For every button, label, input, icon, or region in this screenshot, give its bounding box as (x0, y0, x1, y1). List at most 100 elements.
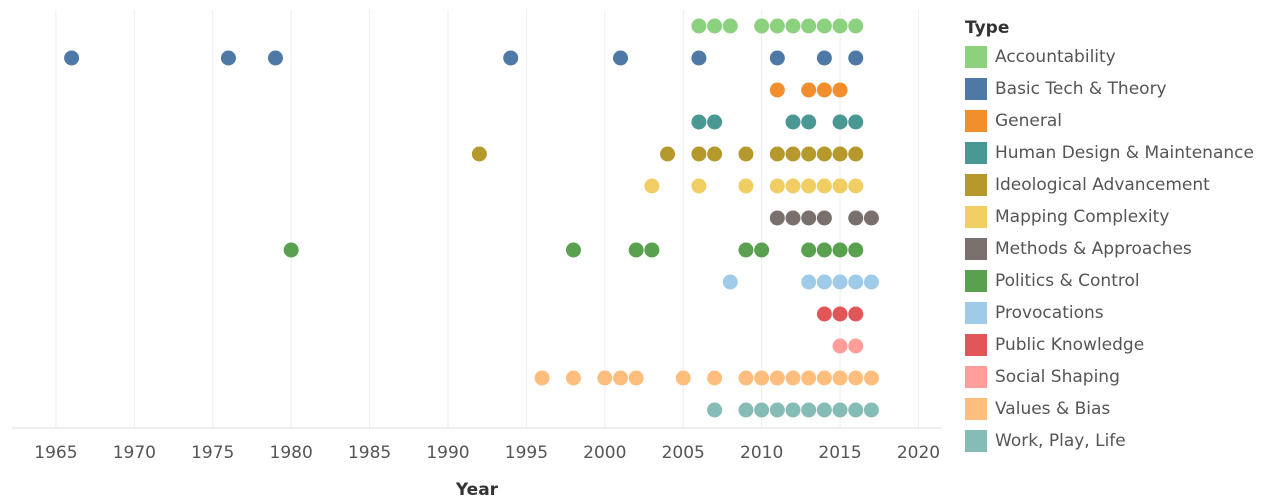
dot (832, 338, 848, 354)
dot (707, 18, 723, 34)
x-axis-title: Year (455, 480, 499, 500)
x-tick-label: 1975 (191, 443, 234, 463)
dot (769, 18, 785, 34)
dot (848, 178, 864, 194)
legend-swatch (965, 174, 987, 196)
dot (801, 178, 817, 194)
dot (769, 370, 785, 386)
dot (816, 146, 832, 162)
dot (769, 402, 785, 418)
legend-label: Public Knowledge (995, 335, 1144, 355)
dot (754, 18, 770, 34)
dot (816, 82, 832, 98)
dot (738, 402, 754, 418)
dot (769, 50, 785, 66)
dot (863, 402, 879, 418)
legend-swatch (965, 46, 987, 68)
dot (769, 82, 785, 98)
dot (785, 210, 801, 226)
dot (64, 50, 80, 66)
dot (801, 402, 817, 418)
dot (722, 18, 738, 34)
dot (816, 402, 832, 418)
dot (848, 146, 864, 162)
dot (816, 370, 832, 386)
dot (848, 114, 864, 130)
dot (707, 146, 723, 162)
legend-label: Social Shaping (995, 367, 1120, 387)
dot (801, 370, 817, 386)
dot (503, 50, 519, 66)
legend-swatch (965, 110, 987, 132)
dot (565, 370, 581, 386)
dot (801, 274, 817, 290)
dot (801, 114, 817, 130)
x-tick-label: 2020 (897, 443, 940, 463)
x-tick-label: 1995 (505, 443, 548, 463)
dot (848, 402, 864, 418)
dot (801, 146, 817, 162)
legend-label: Provocations (995, 303, 1104, 323)
dot (691, 146, 707, 162)
dot (848, 370, 864, 386)
dot (848, 210, 864, 226)
dot (816, 178, 832, 194)
x-tick-label: 2005 (662, 443, 705, 463)
dot (565, 242, 581, 258)
dot (816, 50, 832, 66)
dot (785, 178, 801, 194)
legend-swatch (965, 78, 987, 100)
legend-label: Work, Play, Life (995, 431, 1126, 451)
dot (832, 18, 848, 34)
dot (863, 210, 879, 226)
legend-title: Type (965, 18, 1009, 38)
dot (816, 18, 832, 34)
dot (738, 146, 754, 162)
dot (754, 370, 770, 386)
x-tick-label: 1985 (348, 443, 391, 463)
legend-swatch (965, 366, 987, 388)
dot (628, 370, 644, 386)
dot (471, 146, 487, 162)
dot (675, 370, 691, 386)
dot (816, 274, 832, 290)
dot (832, 274, 848, 290)
legend-label: General (995, 111, 1062, 131)
legend-swatch (965, 206, 987, 228)
legend-swatch (965, 270, 987, 292)
dot (801, 210, 817, 226)
legend-label: Mapping Complexity (995, 207, 1169, 227)
dot (267, 50, 283, 66)
dot (785, 370, 801, 386)
dot (863, 370, 879, 386)
dot (738, 370, 754, 386)
dot (691, 178, 707, 194)
dot (769, 210, 785, 226)
dot (754, 402, 770, 418)
dot (848, 18, 864, 34)
dot (644, 242, 660, 258)
dot (832, 402, 848, 418)
dot (769, 178, 785, 194)
dot (283, 242, 299, 258)
x-tick-label: 1990 (426, 443, 469, 463)
dot (707, 114, 723, 130)
dot (660, 146, 676, 162)
dot (863, 274, 879, 290)
dot (534, 370, 550, 386)
x-tick-label: 1980 (270, 443, 313, 463)
dot (816, 306, 832, 322)
x-tick-label: 1970 (113, 443, 156, 463)
dot (738, 242, 754, 258)
dot (785, 146, 801, 162)
dot (691, 18, 707, 34)
dot (848, 242, 864, 258)
dot (785, 402, 801, 418)
dot (832, 114, 848, 130)
dot (832, 306, 848, 322)
x-tick-label: 1965 (34, 443, 77, 463)
dot (722, 274, 738, 290)
dot (848, 306, 864, 322)
dot (707, 370, 723, 386)
x-tick-label: 2010 (740, 443, 783, 463)
